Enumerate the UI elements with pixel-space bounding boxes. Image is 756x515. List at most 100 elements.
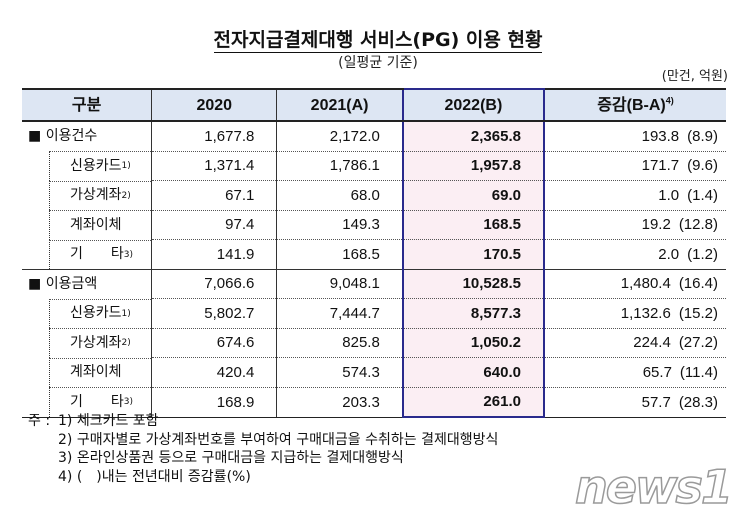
value-change: 224.4 (27.2)	[543, 327, 726, 358]
value-2022: 170.5	[401, 239, 545, 269]
value-2022: 1,050.2	[401, 327, 545, 358]
value-2021: 2,172.0	[276, 120, 404, 151]
value-2020: 67.1	[151, 180, 278, 210]
value-change: 2.0 (1.2)	[543, 239, 726, 269]
footnote-ref: 4)	[665, 95, 674, 106]
value-change: 1,132.6 (15.2)	[543, 298, 726, 328]
value-change: 171.7 (9.6)	[543, 150, 726, 181]
header-2020: 2020	[151, 88, 278, 122]
value-2020: 97.4	[151, 209, 278, 240]
row-label-text: 이용금액	[45, 275, 98, 292]
unit-label: (만건, 억원)	[661, 69, 728, 84]
footnote-row: 3) 온라인상품권 등으로 구매대금을 지급하는 결제대행방식	[28, 449, 498, 468]
change-percent: (9.6)	[687, 157, 718, 175]
row-label-text: 기 타	[70, 246, 124, 262]
row-label-text: 가상계좌	[70, 334, 122, 351]
bullet-square-icon: ■	[28, 275, 46, 292]
table-body: ■ 이용건수 1,677.8 2,172.0 2,365.8 193.8 (8.9) 신용카…	[22, 120, 726, 418]
change-percent: (16.4)	[678, 275, 718, 293]
value-change: 65.7 (11.4)	[543, 357, 726, 387]
change-amount: 1,480.4	[620, 275, 671, 293]
bullet-square-icon: ■	[28, 128, 46, 144]
change-percent: (27.2)	[678, 334, 718, 352]
row-label: ■ 이용건수	[22, 120, 153, 151]
row-label: 가상계좌 2)	[22, 328, 153, 358]
value-2020: 420.4	[151, 357, 278, 387]
value-2020: 7,066.6	[151, 268, 278, 299]
change-amount: 224.4	[633, 334, 671, 352]
value-2021: 825.8	[276, 327, 404, 358]
row-label: 신용카드 1)	[22, 151, 153, 181]
footnotes: 주 : 1) 체크카드 포함 2) 구매자별로 가상계좌번호를 부여하여 구매대금…	[28, 412, 498, 486]
value-2020: 1,677.8	[151, 120, 278, 151]
value-2022: 8,577.3	[401, 298, 545, 328]
value-2022: 1,957.8	[401, 150, 545, 181]
footnote-1: 1) 체크카드 포함	[58, 413, 159, 429]
table-row: ■ 이용금액 7,066.6 9,048.1 10,528.5 1,480.4 (16.4…	[22, 268, 726, 299]
change-percent: (11.4)	[679, 363, 718, 381]
value-2021: 68.0	[276, 180, 404, 210]
subtitle: (일평균 기준)	[338, 55, 418, 71]
change-amount: 65.7	[642, 363, 672, 381]
header-change: 증감(B-A)4)	[543, 88, 726, 122]
row-label-text: 이용건수	[45, 128, 98, 144]
row-label-text: 기 타	[70, 393, 124, 410]
footnote-row: 2) 구매자별로 가상계좌번호를 부여하여 구매대금을 수취하는 결제대행방식	[28, 431, 498, 450]
header-row: 구분 2020 2021(A) 2022(B) 증감(B-A)4)	[22, 88, 726, 122]
row-label-text: 신용카드	[70, 305, 122, 322]
row-label: 기 타 3)	[22, 239, 153, 269]
header-change-label: 증감(B-A)	[597, 96, 666, 114]
table-row: 가상계좌 2) 674.6 825.8 1,050.2 224.4 (27.2)	[22, 327, 726, 358]
news1-watermark-logo: news1	[574, 460, 733, 514]
value-2021: 1,786.1	[276, 150, 404, 181]
footnote-row: 주 : 1) 체크카드 포함	[28, 412, 498, 431]
row-label-text: 가상계좌	[70, 187, 122, 204]
change-percent: (1.2)	[687, 245, 718, 263]
footnote-row: 4) ( )내는 전년대비 증감률(%)	[28, 468, 498, 487]
pg-usage-table: 구분 2020 2021(A) 2022(B) 증감(B-A)4) ■ 이용건수…	[22, 88, 726, 418]
value-change: 1.0 (1.4)	[543, 180, 726, 210]
table-row: 기 타 3) 141.9 168.5 170.5 2.0 (1.2)	[22, 239, 726, 269]
table-row: 신용카드 1) 1,371.4 1,786.1 1,957.8 171.7 (9.6)	[22, 150, 726, 181]
value-2020: 5,802.7	[151, 298, 278, 328]
change-amount: 1.0	[658, 186, 680, 204]
table-row: 계좌이체 97.4 149.3 168.5 19.2 (12.8)	[22, 209, 726, 240]
row-label: 계좌이체	[22, 210, 153, 240]
change-percent: (28.3)	[678, 393, 718, 411]
footnote-2: 2) 구매자별로 가상계좌번호를 부여하여 구매대금을 수취하는 결제대행방식	[58, 431, 499, 448]
footnote-4: 4) ( )내는 전년대비 증감률(%)	[58, 468, 251, 485]
value-2020: 674.6	[151, 327, 278, 358]
change-percent: (15.2)	[678, 304, 718, 322]
value-2021: 203.3	[276, 386, 404, 418]
value-2022: 261.0	[401, 386, 545, 418]
change-amount: 193.8	[641, 127, 680, 145]
change-amount: 171.7	[641, 157, 680, 175]
value-change: 57.7 (28.3)	[543, 386, 726, 418]
value-2021: 168.5	[276, 239, 404, 269]
change-percent: (8.9)	[687, 127, 718, 145]
row-label: 계좌이체	[22, 357, 153, 387]
row-label: 가상계좌 2)	[22, 180, 153, 210]
value-2022: 69.0	[401, 180, 545, 210]
header-category: 구분	[22, 88, 153, 122]
row-label: 신용카드 1)	[22, 298, 153, 328]
change-amount: 1,132.6	[620, 304, 671, 322]
row-label-text: 계좌이체	[70, 364, 122, 381]
value-2021: 7,444.7	[276, 298, 404, 328]
header-2021: 2021(A)	[276, 88, 404, 122]
value-2020: 141.9	[151, 239, 278, 269]
value-change: 193.8 (8.9)	[543, 120, 726, 151]
value-2022: 2,365.8	[401, 120, 545, 151]
value-2021: 574.3	[276, 357, 404, 387]
notes-prefix: 주 :	[28, 413, 51, 429]
page-title-text: 전자지급결제대행 서비스(PG) 이용 현황	[213, 29, 543, 53]
value-2022: 10,528.5	[401, 268, 545, 299]
change-amount: 19.2	[641, 216, 671, 234]
row-label-text: 신용카드	[70, 157, 122, 174]
table-row: 기 타 3) 168.9 203.3 261.0 57.7 (28.3)	[22, 386, 726, 418]
change-amount: 2.0	[658, 245, 680, 263]
row-label-text: 계좌이체	[70, 216, 122, 233]
table-row: ■ 이용건수 1,677.8 2,172.0 2,365.8 193.8 (8.9)	[22, 120, 726, 151]
value-2022: 168.5	[401, 209, 545, 240]
